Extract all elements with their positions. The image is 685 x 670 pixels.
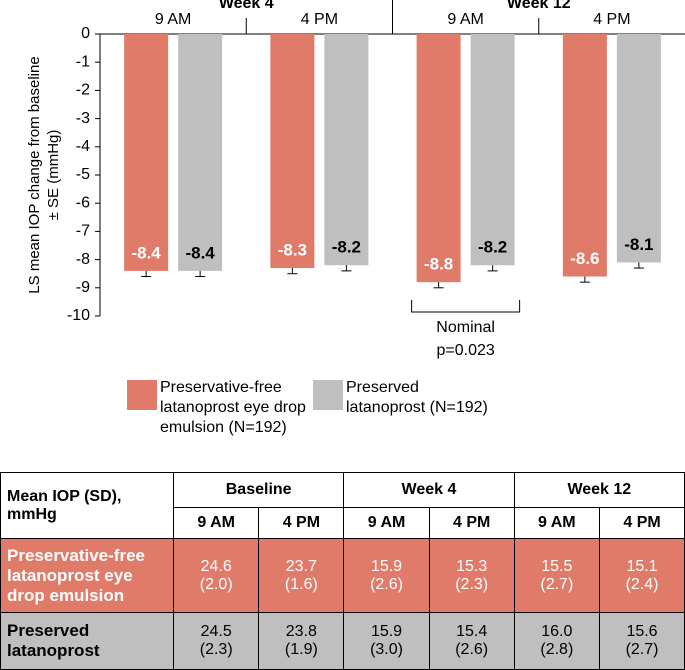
annotation: Nominal: [436, 319, 495, 336]
value-label: -8.2: [478, 238, 507, 257]
cell-line: (2.3): [199, 641, 233, 658]
y-tick-label: -9: [76, 279, 90, 296]
cell-line: (2.7): [540, 575, 574, 593]
subheader-cell: 9 AM: [513, 507, 601, 539]
corner-cell: Mean IOP (SD), mmHg: [0, 472, 174, 539]
subheader-cell: 4 PM: [428, 507, 515, 539]
cell-line: (2.3): [455, 575, 489, 593]
data-cell: 15.6 (2.7): [599, 612, 685, 670]
cell-line: (2.8): [540, 641, 574, 658]
cell-line: 15.9: [370, 623, 403, 640]
y-axis-label-line: LS mean IOP change from baseline: [26, 56, 43, 293]
cell-line: (2.7): [625, 641, 659, 658]
subheader-cell: 4 PM: [258, 507, 345, 539]
group-label: Week 12: [507, 0, 571, 12]
summary-table: Mean IOP (SD), mmHg Baseline Week 4 Week 12…: [0, 472, 685, 670]
y-tick-label: -7: [76, 223, 90, 240]
value-label: -8.3: [278, 241, 307, 260]
cell-line: 23.7: [285, 557, 317, 575]
row-header: Preservative-free latanoprost eye drop e…: [0, 538, 174, 613]
data-cell: 15.9 (2.6): [343, 538, 430, 613]
group-label: Week 4: [219, 0, 274, 12]
subheader-cell: 9 AM: [172, 507, 260, 539]
bar: [124, 34, 169, 271]
value-label: -8.4: [185, 243, 215, 262]
subheader-cell: 4 PM: [599, 507, 685, 539]
cell-line: 15.6: [626, 623, 658, 640]
data-cell: 15.4 (2.6): [428, 612, 515, 670]
bar: [324, 34, 369, 266]
bar: [470, 34, 515, 266]
value-label: -8.1: [624, 235, 653, 254]
cell-line: 15.5: [541, 557, 573, 575]
y-tick-label: -1: [76, 53, 90, 70]
cell-line: 15.9: [370, 557, 403, 575]
data-cell: 24.5 (2.3): [172, 612, 260, 670]
data-cell: 16.0 (2.8): [513, 612, 601, 670]
cell-line: 15.3: [456, 557, 488, 575]
data-cell: 15.3 (2.3): [428, 538, 515, 613]
y-axis-label-line: ± SE (mmHg): [45, 130, 62, 221]
data-cell: 15.5 (2.7): [513, 538, 601, 613]
y-tick-label: -3: [76, 110, 90, 127]
value-label: -8.8: [424, 255, 453, 274]
bar: [562, 34, 607, 277]
cell-line: (2.4): [625, 575, 659, 593]
cell-line: 24.6: [200, 557, 232, 575]
data-row: Preservative-free latanoprost eye drop e…: [0, 538, 685, 613]
y-tick-label: -4: [76, 138, 90, 155]
y-tick-label: -5: [76, 166, 90, 183]
cell-line: (2.6): [370, 575, 403, 593]
legend-swatch: [127, 380, 157, 410]
cell-line: 24.5: [200, 623, 232, 640]
legend-label: Preserved latanoprost (N=192): [346, 379, 488, 416]
cell-line: 23.8: [285, 623, 317, 640]
cell-line: 15.4: [456, 623, 488, 640]
value-label: -8.2: [332, 238, 361, 257]
annotation: p=0.023: [436, 342, 494, 359]
value-label: -8.6: [570, 249, 599, 268]
data-row: Preserved latanoprost 24.5 (2.3) 23.8 (1.9) 1…: [0, 612, 685, 670]
bar: [270, 34, 315, 269]
chart: 0 -1 -2 -3 -4 -5 -6 -7 -8 -9 -10 LS mean IOP change…: [26, 0, 685, 359]
cell-line: (2.6): [455, 641, 489, 658]
subheader-cell: 9 AM: [343, 507, 430, 539]
y-tick-label: -6: [76, 194, 90, 211]
cell-line: 15.1: [626, 557, 658, 575]
header-cell: Week 12: [513, 472, 685, 508]
header-cell: Baseline: [172, 472, 345, 508]
bar: [416, 34, 461, 283]
value-label: -8.4: [131, 243, 161, 262]
data-cell: 15.1 (2.4): [599, 538, 685, 613]
legend-label: Preservative-free latanoprost eye drop e…: [160, 379, 306, 436]
y-tick-label: -8: [76, 251, 90, 268]
row-header: Preserved latanoprost: [0, 612, 174, 670]
cell-line: (2.0): [199, 575, 233, 593]
bar: [616, 34, 661, 263]
y-tick-label: -2: [76, 82, 90, 99]
data-cell: 15.9 (3.0): [343, 612, 430, 670]
data-cell: 23.8 (1.9): [258, 612, 345, 670]
cell-line: (3.0): [370, 641, 403, 658]
cell-line: (1.6): [284, 575, 318, 593]
x-category-label: 4 PM: [593, 11, 630, 28]
x-category-label: 4 PM: [301, 11, 338, 28]
y-tick-label: 0: [81, 25, 90, 42]
legend-swatch: [313, 380, 343, 410]
header-cell: Week 4: [343, 472, 515, 508]
y-axis-label: LS mean IOP change from baseline ± SE (mm…: [26, 56, 62, 293]
cell-line: 16.0: [541, 623, 573, 640]
header-row: Mean IOP (SD), mmHg Baseline Week 4 Week 12: [0, 472, 685, 539]
y-tick-label: -10: [67, 307, 90, 324]
data-cell: 23.7 (1.6): [258, 538, 345, 613]
x-category-label: 9 AM: [447, 11, 483, 28]
x-category-label: 9 AM: [155, 11, 191, 28]
bracket: [411, 300, 521, 313]
cell-line: (1.9): [284, 641, 318, 658]
bar: [178, 34, 223, 271]
data-cell: 24.6 (2.0): [172, 538, 260, 613]
